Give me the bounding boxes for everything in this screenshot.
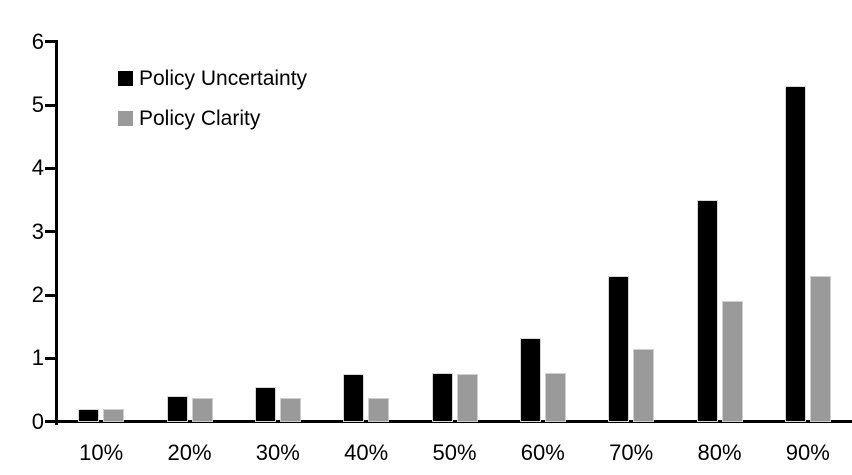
- y-tick-label: 2: [31, 282, 44, 307]
- legend-label-policy-clarity: Policy Clarity: [139, 106, 261, 130]
- bar-policy-uncertainty-70%: [608, 276, 630, 422]
- x-tick-label-60%: 60%: [520, 440, 565, 465]
- y-tick-mark: [45, 420, 55, 424]
- y-tick-label: 0: [31, 408, 44, 434]
- x-tick-label-80%: 80%: [697, 440, 742, 465]
- bar-policy-clarity-80%: [721, 301, 743, 422]
- y-tick-mark: [45, 103, 55, 107]
- legend-item-policy-clarity: Policy Clarity: [118, 104, 307, 132]
- bar-policy-uncertainty-20%: [166, 396, 188, 422]
- x-tick-label-70%: 70%: [609, 440, 654, 465]
- y-tick-label: 4: [31, 155, 44, 181]
- x-tick-label-30%: 30%: [255, 440, 300, 465]
- y-tick-label: 5: [31, 92, 44, 117]
- bar-policy-uncertainty-90%: [784, 86, 806, 422]
- x-tick-label-50%: 50%: [432, 440, 477, 465]
- y-tick-label: 3: [31, 218, 44, 244]
- bar-policy-clarity-10%: [103, 409, 125, 422]
- y-tick-label: 6: [31, 28, 44, 54]
- y-tick-mark: [45, 230, 55, 234]
- x-axis-line: [55, 420, 852, 423]
- y-axis-line: [55, 40, 58, 425]
- y-tick-mark: [45, 40, 55, 44]
- bar-policy-uncertainty-80%: [696, 200, 718, 422]
- x-tick-label-10%: 10%: [79, 440, 124, 465]
- policy-uncertainty-swatch-icon: [118, 70, 133, 86]
- bar-policy-clarity-60%: [544, 372, 566, 422]
- x-tick-label-90%: 90%: [785, 440, 830, 465]
- bar-policy-uncertainty-60%: [519, 338, 541, 422]
- legend-item-policy-uncertainty: Policy Uncertainty: [118, 64, 307, 92]
- bar-policy-uncertainty-50%: [431, 372, 453, 422]
- bar-policy-clarity-20%: [191, 397, 213, 422]
- bar-policy-clarity-90%: [809, 276, 831, 422]
- y-tick-mark: [45, 293, 55, 297]
- y-tick-mark: [45, 166, 55, 170]
- bar-policy-clarity-70%: [633, 348, 655, 422]
- bar-policy-clarity-40%: [368, 397, 390, 422]
- bar-policy-uncertainty-30%: [254, 386, 276, 422]
- bar-policy-clarity-30%: [279, 397, 301, 422]
- policy-clarity-swatch-icon: [118, 110, 133, 126]
- bar-policy-uncertainty-10%: [78, 409, 100, 422]
- bar-policy-uncertainty-40%: [343, 374, 365, 422]
- x-tick-label-20%: 20%: [167, 440, 212, 465]
- bar-policy-clarity-50%: [456, 374, 478, 422]
- x-tick-label-40%: 40%: [344, 440, 389, 465]
- legend-label-policy-uncertainty: Policy Uncertainty: [139, 66, 308, 90]
- y-tick-label: 1: [31, 345, 44, 371]
- legend: Policy Uncertainty Policy Clarity: [118, 64, 307, 144]
- y-tick-mark: [45, 356, 55, 360]
